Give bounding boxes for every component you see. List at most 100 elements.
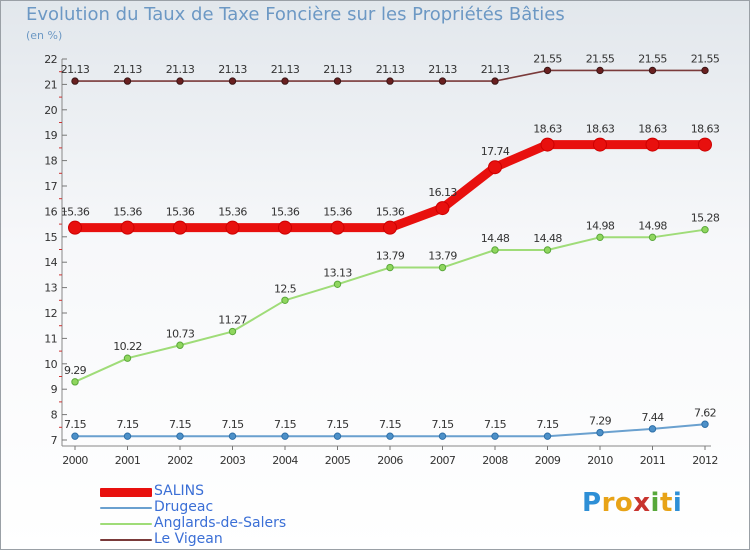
brand-logo: Proxiti	[582, 488, 682, 518]
series-point-1	[386, 432, 394, 440]
series-point-3	[71, 77, 79, 85]
data-label-1: 7.15	[536, 418, 559, 431]
y-tick-label: 15	[44, 231, 57, 244]
data-label-3: 21.13	[166, 63, 195, 76]
data-label-1: 7.15	[431, 418, 454, 431]
data-label-0: 16.13	[428, 186, 457, 199]
x-tick-label: 2006	[377, 454, 403, 467]
x-tick-label: 2008	[482, 454, 508, 467]
series-point-0	[645, 137, 660, 152]
series-point-0	[173, 220, 187, 235]
data-label-0: 15.36	[323, 206, 352, 219]
data-label-3: 21.55	[691, 52, 720, 65]
series-point-0	[593, 137, 607, 152]
series-point-0	[120, 220, 135, 235]
y-tick-label: 17	[44, 180, 57, 193]
y-tick-label: 12	[44, 307, 57, 320]
y-tick-label: 13	[44, 282, 57, 295]
data-label-3: 21.55	[638, 52, 667, 65]
series-point-1	[543, 432, 552, 440]
data-label-1: 7.15	[116, 418, 139, 431]
series-point-2	[543, 246, 552, 254]
chart-title: Evolution du Taux de Taxe Foncière sur l…	[26, 4, 565, 25]
data-label-2: 10.73	[166, 327, 195, 340]
series-point-0	[540, 137, 555, 152]
data-label-1: 7.15	[379, 418, 402, 431]
x-tick-label: 2010	[587, 454, 613, 467]
data-label-3: 21.13	[323, 63, 352, 76]
series-point-2	[123, 354, 132, 362]
series-point-1	[71, 432, 79, 440]
data-label-0: 15.36	[218, 206, 247, 219]
data-label-2: 15.28	[691, 212, 720, 225]
data-label-2: 14.48	[533, 232, 562, 245]
x-tick-label: 2012	[692, 454, 718, 467]
brand-letter: t	[659, 488, 673, 518]
x-tick-label: 2009	[535, 454, 561, 467]
y-tick-label: 16	[44, 205, 57, 218]
series-point-0	[383, 220, 397, 235]
data-label-3: 21.13	[376, 63, 405, 76]
legend-label: Le Vigean	[154, 531, 223, 547]
series-point-3	[176, 77, 184, 85]
legend-label: Drugeac	[154, 499, 214, 515]
series-point-1	[176, 432, 184, 440]
series-point-0	[330, 220, 345, 235]
series-point-3	[386, 77, 394, 85]
brand-letter: i	[672, 488, 683, 518]
series-point-3	[596, 66, 604, 75]
data-label-3: 21.13	[481, 63, 510, 76]
data-label-1: 7.15	[484, 418, 507, 431]
series-point-3	[333, 77, 342, 85]
legend-label: Anglards-de-Salers	[154, 515, 287, 531]
series-point-2	[491, 246, 499, 254]
data-label-0: 15.36	[113, 206, 142, 219]
series-point-2	[438, 263, 447, 272]
series-point-1	[491, 432, 499, 440]
x-tick-label: 2003	[220, 454, 246, 467]
series-point-1	[228, 432, 237, 440]
legend-swatch	[100, 507, 152, 509]
x-tick-label: 2011	[640, 454, 666, 467]
data-label-2: 10.22	[113, 340, 142, 353]
data-label-0: 15.36	[271, 206, 300, 219]
data-label-3: 21.13	[218, 63, 247, 76]
series-point-2	[596, 233, 604, 242]
unit-label: (en %)	[26, 29, 63, 42]
data-label-2: 13.13	[323, 266, 352, 279]
x-tick-label: 2002	[167, 454, 193, 467]
data-label-1: 7.15	[64, 418, 87, 431]
y-tick-label: 22	[44, 53, 57, 66]
data-label-3: 21.13	[61, 63, 90, 76]
data-label-1: 7.15	[326, 418, 349, 431]
data-label-2: 14.98	[638, 219, 667, 232]
series-point-1	[701, 420, 709, 428]
brand-letter: P	[582, 488, 602, 518]
y-tick-label: 11	[44, 332, 57, 345]
data-label-2: 13.79	[376, 250, 405, 263]
y-tick-label: 19	[44, 129, 57, 142]
series-point-3	[228, 77, 237, 85]
series-point-2	[333, 280, 342, 288]
series-point-2	[176, 341, 184, 349]
series-point-1	[648, 425, 657, 433]
series-point-0	[698, 137, 712, 152]
data-label-1: 7.62	[694, 406, 716, 419]
series-point-3	[438, 77, 447, 85]
data-label-0: 15.36	[166, 206, 195, 219]
series-point-1	[123, 432, 132, 440]
series-point-3	[281, 77, 289, 85]
brand-letter: o	[614, 488, 634, 518]
data-label-1: 7.15	[169, 418, 192, 431]
data-label-3: 21.13	[271, 63, 300, 76]
series-point-0	[68, 220, 82, 235]
brand-letter: i	[650, 488, 660, 518]
brand-letter: r	[601, 488, 615, 518]
data-label-3: 21.13	[428, 63, 457, 76]
brand-letter: x	[633, 488, 651, 518]
y-tick-label: 14	[44, 256, 57, 269]
data-label-0: 15.36	[376, 206, 405, 219]
series-point-3	[543, 66, 552, 75]
series-point-1	[438, 432, 447, 440]
